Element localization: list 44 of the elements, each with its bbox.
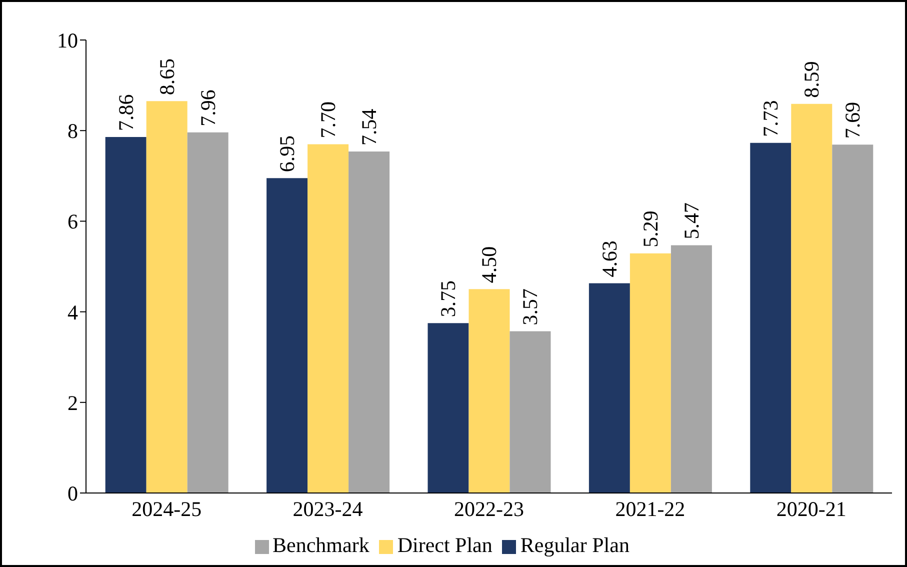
bar [588,283,630,493]
bar [266,178,308,493]
data-label: 7.69 [840,102,865,139]
bar [308,144,349,493]
bar [348,151,390,493]
bar [791,104,832,493]
x-tick-label: 2022-23 [454,496,524,521]
bar [468,289,510,493]
bar [670,245,712,493]
x-tick-label: 2024-25 [132,496,202,521]
y-tick-label: 2 [68,390,78,415]
bar [630,253,671,493]
bar [750,142,792,493]
bar [105,136,146,493]
data-label: 3.57 [518,288,542,326]
data-label: 5.47 [679,202,704,240]
data-label: 5.29 [638,210,662,248]
y-tick-label: 0 [68,481,78,506]
bar [428,323,469,493]
x-tick-label: 2020-21 [776,496,846,521]
legend-label: Regular Plan [520,533,630,557]
data-label: 7.70 [316,101,340,138]
data-label: 6.95 [275,135,300,172]
legend-label: Direct Plan [397,533,492,557]
y-tick-label: 6 [68,210,78,234]
y-tick-label: 4 [68,300,78,324]
bar [187,132,228,493]
bar [146,101,188,493]
data-label: 3.75 [436,280,460,318]
data-label: 8.65 [154,58,179,96]
data-label: 8.59 [800,61,824,98]
data-label: 7.96 [196,90,220,126]
x-tick-label: 2021-22 [615,496,686,521]
data-label: 4.63 [597,240,622,278]
x-tick-label: 2023-24 [292,496,364,521]
data-label: 7.54 [357,108,382,146]
data-label: 7.86 [114,94,138,131]
legend-label: Benchmark [272,533,370,557]
y-tick-label: 10 [57,28,78,52]
bar [832,144,874,493]
data-label: 7.73 [758,100,783,137]
y-tick-label: 8 [68,119,78,144]
data-label: 4.50 [477,246,502,284]
bar [510,331,551,493]
